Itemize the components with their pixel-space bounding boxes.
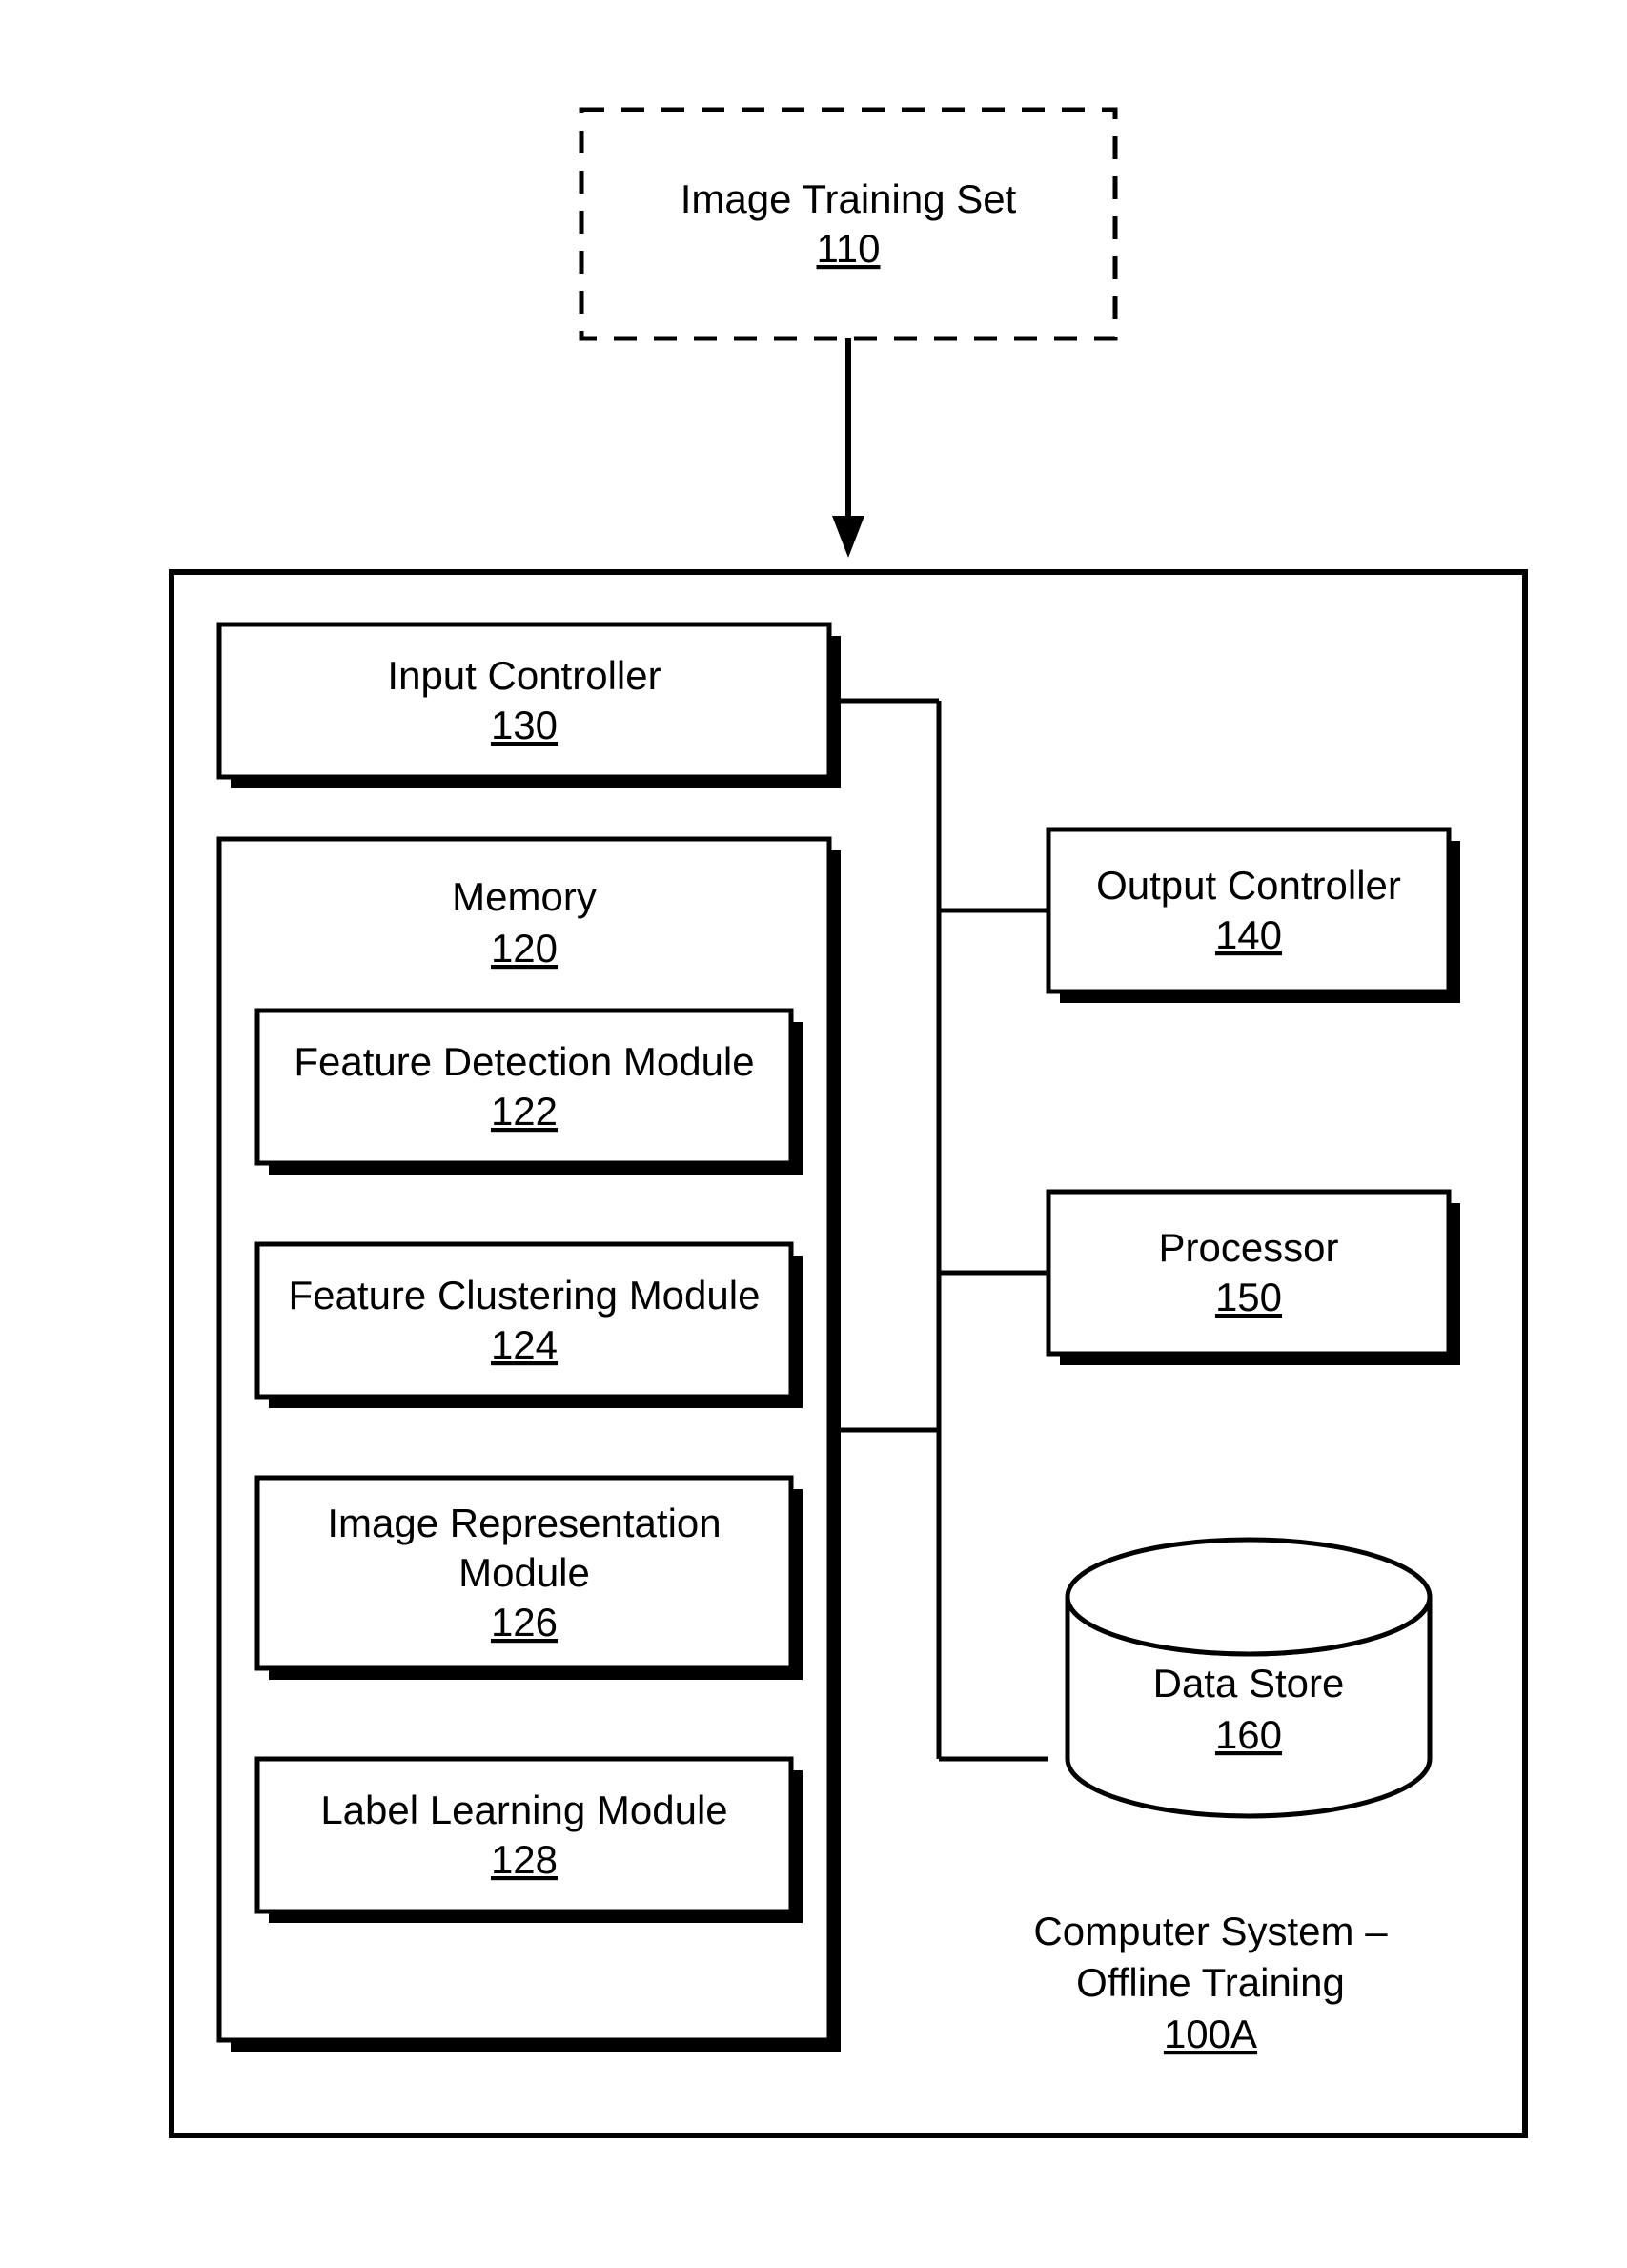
svg-text:Computer System –: Computer System – <box>1033 1909 1388 1953</box>
svg-text:Label Learning Module: Label Learning Module <box>320 1788 727 1832</box>
image-representation-box: Image Representation Module 126 <box>257 1478 803 1680</box>
svg-text:Processor: Processor <box>1158 1225 1338 1270</box>
svg-text:140: 140 <box>1215 912 1282 957</box>
svg-text:Input Controller: Input Controller <box>387 653 661 698</box>
svg-text:Output Controller: Output Controller <box>1096 863 1401 908</box>
svg-text:150: 150 <box>1215 1275 1282 1319</box>
svg-text:Image Representation: Image Representation <box>327 1501 721 1545</box>
svg-text:Memory: Memory <box>452 874 597 919</box>
svg-text:110: 110 <box>817 226 881 271</box>
label-learning-box: Label Learning Module 128 <box>257 1759 803 1923</box>
svg-text:Feature Detection Module: Feature Detection Module <box>294 1039 754 1084</box>
arrow-down <box>832 338 864 558</box>
output-controller-box: Output Controller140 <box>1048 829 1460 1003</box>
svg-text:Module: Module <box>458 1550 590 1595</box>
svg-text:Data Store: Data Store <box>1153 1661 1345 1706</box>
bus-lines <box>829 701 1048 1759</box>
svg-text:126: 126 <box>491 1600 558 1645</box>
svg-text:160: 160 <box>1215 1712 1282 1757</box>
svg-text:Offline Training: Offline Training <box>1076 1960 1345 2005</box>
data-store-cylinder: Data Store 160 <box>1068 1540 1430 1816</box>
svg-text:Feature Clustering Module: Feature Clustering Module <box>289 1273 761 1318</box>
svg-text:124: 124 <box>491 1322 558 1367</box>
svg-text:120: 120 <box>491 926 558 971</box>
svg-text:Image Training Set: Image Training Set <box>681 176 1017 221</box>
processor-box: Processor 150 <box>1048 1192 1460 1365</box>
training-set-box: Image Training Set 110 <box>581 110 1115 338</box>
svg-text:128: 128 <box>491 1837 558 1882</box>
feature-clustering-box: Feature Clustering Module124 <box>257 1244 803 1408</box>
input-controller-box: Input Controller 130 <box>219 624 841 788</box>
svg-text:130: 130 <box>491 703 558 747</box>
feature-detection-box: Feature Detection Module 122 <box>257 1011 803 1175</box>
svg-text:100A: 100A <box>1164 2012 1257 2056</box>
svg-text:122: 122 <box>491 1089 558 1134</box>
